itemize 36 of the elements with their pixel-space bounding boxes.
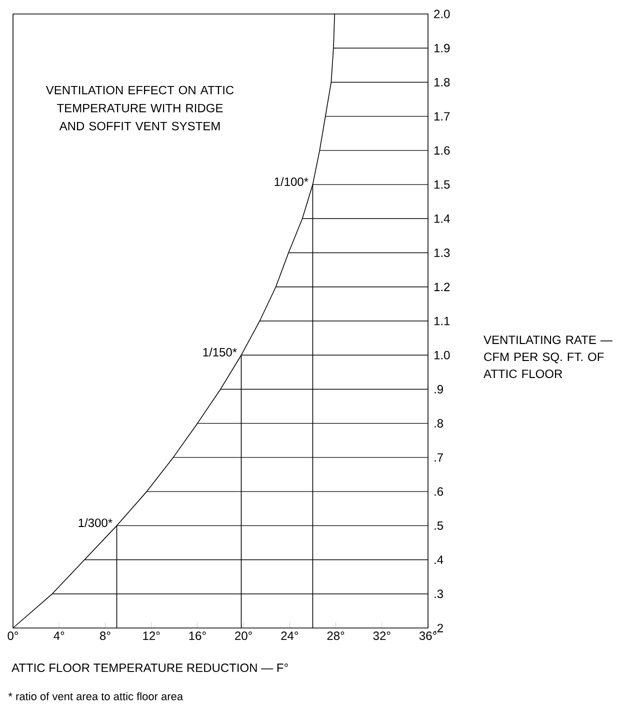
y-tick-label: 1.0 [434, 350, 450, 360]
y-tick-label: 1.3 [434, 248, 450, 258]
annotation: 1/300* [78, 518, 112, 528]
text: VENTILATION EFFECT ON ATTIC TEMPERATURE WITH RIDGE AND SOFFIT VENT SYSTEM [46, 86, 234, 130]
y-tick-label: .2 [434, 624, 443, 632]
y-tick-label: .4 [434, 556, 444, 564]
x-tick-label: 24° [281, 632, 298, 640]
y-tick-label: .3 [434, 590, 444, 598]
x-tick-label: 36° [419, 632, 436, 640]
y-tick-label: 2.0 [434, 10, 450, 18]
annotation: 1/150* [203, 348, 237, 357]
x-tick-label: 20° [235, 632, 252, 640]
y-tick-label: .7 [434, 453, 443, 462]
annotation: 1/100* [274, 177, 308, 186]
y-tick-label: 1.4 [434, 214, 450, 223]
x-tick-label: 32° [373, 632, 390, 640]
y-tick-label: 1.5 [434, 180, 450, 189]
x-tick-label: 4° [54, 632, 64, 640]
x-tick-label: 16° [189, 632, 206, 640]
x-tick-label: 8° [100, 632, 110, 640]
y-tick-label: .6 [434, 487, 444, 496]
y-axis-title: VENTILATING RATE — CFM PER SQ. FT. OF ATTIC FLOOR [484, 336, 612, 378]
y-tick-label: 1.2 [434, 282, 450, 292]
y-tick-label: 1.1 [434, 316, 450, 326]
x-axis-title: ATTIC FLOOR TEMPERATURE REDUCTION — F° [12, 664, 288, 672]
y-tick-label: 1.8 [434, 78, 450, 86]
y-tick-label: .9 [434, 384, 443, 394]
x-tick-label: 28° [327, 632, 344, 640]
y-tick-label: 1.7 [434, 112, 450, 120]
text: * ratio of vent area to attic floor area [8, 692, 184, 700]
x-tick-label: 0° [8, 632, 18, 640]
y-tick-label: .8 [434, 419, 444, 428]
x-tick-label: 12° [143, 632, 160, 640]
y-tick-label: 1.9 [434, 44, 450, 52]
y-tick-label: 1.6 [434, 146, 450, 155]
y-tick-label: .5 [434, 521, 444, 530]
